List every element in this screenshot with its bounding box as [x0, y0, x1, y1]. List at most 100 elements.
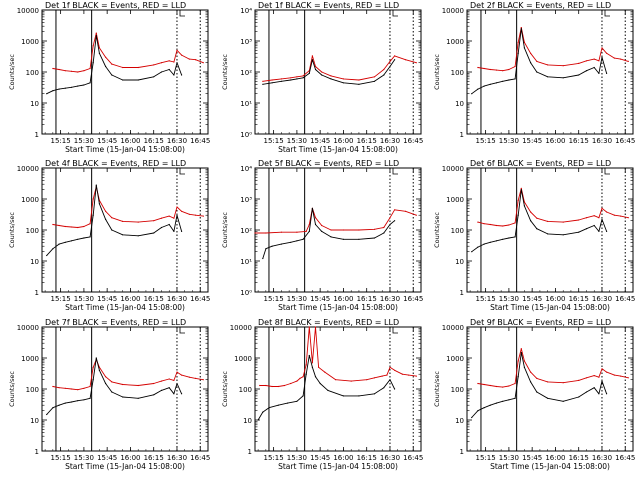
- data-point-lld: [606, 371, 608, 373]
- data-point-events: [593, 224, 595, 227]
- data-point-events: [95, 34, 97, 37]
- x-axis-label: Start Time (15-Jan-04 15:08:00): [490, 303, 610, 312]
- data-point-lld: [401, 373, 403, 375]
- data-point-events: [122, 234, 124, 236]
- x-tick-label: 16:30: [592, 295, 612, 303]
- x-tick-label: 16:30: [380, 295, 400, 303]
- data-point-events: [585, 391, 588, 393]
- data-point-events: [181, 74, 183, 76]
- y-tick-label: 10²: [240, 69, 252, 77]
- data-point-lld: [271, 79, 273, 81]
- x-tick-label: 16:15: [144, 137, 164, 145]
- y-tick-label: 10³: [240, 38, 252, 46]
- data-point-lld: [523, 41, 526, 44]
- data-point-events: [342, 82, 344, 84]
- data-point-lld: [502, 225, 504, 227]
- data-point-events: [601, 380, 603, 382]
- y-tick-label: 10⁴: [240, 7, 252, 15]
- data-point-lld: [290, 382, 292, 385]
- data-point-lld: [137, 384, 139, 387]
- y-tick-label: 100: [26, 227, 39, 235]
- data-point-lld: [160, 217, 163, 219]
- x-tick-label: 15:45: [97, 295, 117, 303]
- data-point-events: [122, 79, 124, 81]
- x-tick-label: 15:30: [74, 295, 94, 303]
- data-point-lld: [302, 376, 304, 378]
- data-point-lld: [52, 67, 54, 70]
- data-point-lld: [280, 231, 282, 233]
- y-tick-label: 10¹: [240, 258, 252, 266]
- data-point-lld: [383, 68, 385, 71]
- data-point-events: [95, 184, 97, 186]
- data-point-events: [477, 410, 479, 412]
- x-tick-label: 15:15: [264, 295, 284, 303]
- y-axis-label: Counts/sec: [221, 212, 229, 248]
- data-point-events: [176, 382, 178, 385]
- y-tick-label: 10000: [17, 165, 39, 173]
- data-point-lld: [598, 376, 600, 378]
- data-point-events: [523, 205, 526, 207]
- data-point-lld: [620, 215, 622, 217]
- data-point-lld: [330, 229, 332, 231]
- data-point-lld: [593, 215, 595, 217]
- data-point-lld: [160, 380, 163, 382]
- data-point-lld: [394, 209, 396, 211]
- y-tick-label: 10⁴: [240, 165, 252, 173]
- x-tick-label: 16:30: [380, 454, 400, 462]
- data-point-lld: [358, 229, 360, 231]
- data-point-lld: [585, 377, 588, 379]
- chart-title: Det 1f BLACK = Events, RED = LLD: [258, 1, 399, 10]
- data-point-events: [296, 78, 298, 80]
- data-point-lld: [562, 221, 564, 223]
- data-point-lld: [606, 52, 608, 54]
- data-point-lld: [477, 221, 479, 223]
- data-point-lld: [105, 56, 107, 58]
- y-tick-label: 10⁰: [240, 131, 252, 139]
- y-tick-label: 10: [455, 100, 464, 108]
- data-point-events: [508, 79, 510, 81]
- data-point-events: [58, 404, 60, 406]
- data-point-events: [536, 228, 538, 230]
- data-point-lld: [373, 228, 376, 230]
- y-tick-label: 10: [30, 417, 39, 425]
- data-point-lld: [342, 229, 344, 231]
- data-point-lld: [335, 379, 337, 381]
- data-point-events: [327, 389, 329, 391]
- x-axis-label: Start Time (15-Jan-04 15:08:00): [490, 462, 610, 471]
- x-tick-label: 16:45: [190, 137, 210, 145]
- data-point-lld: [321, 71, 323, 73]
- x-tick-label: 16:00: [545, 137, 565, 145]
- data-point-lld: [168, 378, 170, 380]
- data-point-lld: [508, 385, 510, 387]
- x-tick-label: 15:45: [310, 454, 330, 462]
- y-tick-label: 10000: [442, 7, 464, 15]
- data-point-lld: [296, 380, 298, 382]
- data-point-lld: [342, 78, 344, 80]
- data-point-events: [268, 407, 270, 409]
- data-point-events: [598, 72, 600, 74]
- data-point-lld: [153, 64, 155, 66]
- data-point-lld: [111, 381, 113, 383]
- y-tick-label: 10000: [230, 324, 252, 332]
- y-tick-label: 1000: [446, 355, 464, 363]
- data-point-lld: [195, 214, 197, 216]
- x-tick-label: 15:45: [97, 137, 117, 145]
- data-point-lld: [415, 214, 417, 216]
- data-point-events: [83, 84, 85, 86]
- data-point-events: [46, 413, 48, 416]
- x-tick-label: 15:30: [74, 137, 94, 145]
- corner-bracket: [179, 327, 185, 334]
- data-point-lld: [89, 385, 91, 388]
- y-tick-label: 1000: [21, 38, 39, 46]
- x-tick-label: 15:15: [51, 295, 71, 303]
- y-tick-label: 1000: [234, 355, 252, 363]
- data-point-events: [373, 80, 376, 82]
- data-point-events: [137, 79, 139, 81]
- data-point-events: [111, 229, 113, 231]
- x-tick-label: 16:30: [167, 295, 187, 303]
- corner-bracket: [392, 327, 398, 334]
- data-point-lld: [547, 220, 549, 222]
- data-point-events: [547, 397, 549, 399]
- y-axis-label: Counts/sec: [8, 371, 16, 407]
- data-point-events: [578, 396, 580, 398]
